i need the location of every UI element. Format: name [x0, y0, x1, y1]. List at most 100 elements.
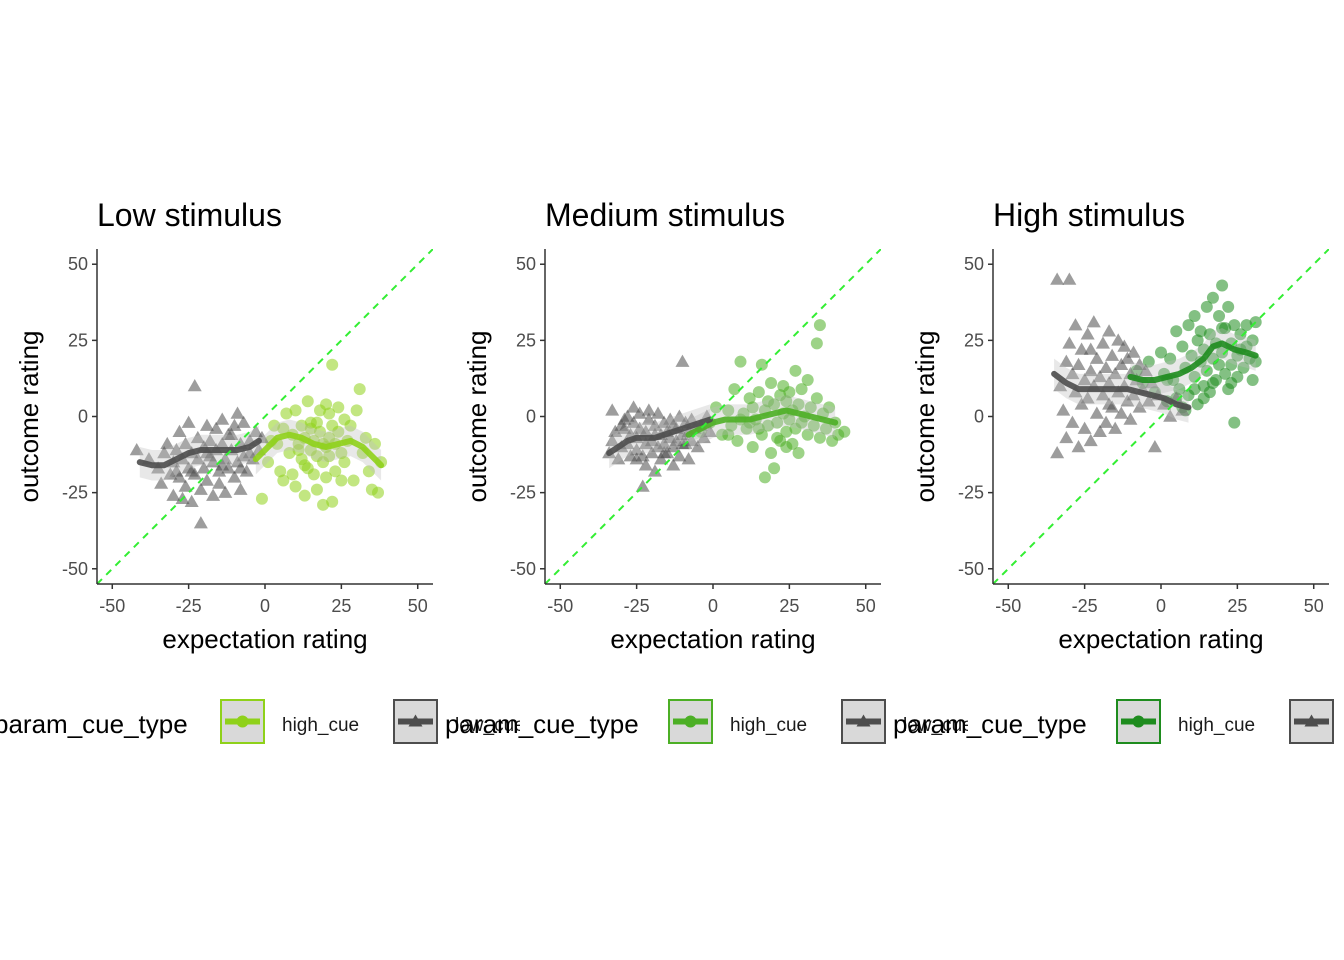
y-tick-label: 25 [964, 330, 984, 350]
data-point-high_cue [746, 401, 759, 414]
data-point-low_cue [233, 482, 248, 495]
data-point-high_cue [317, 498, 330, 511]
data-point-high_cue [1191, 334, 1204, 347]
data-point-high_cue [1155, 346, 1167, 359]
data-point-high_cue [1228, 319, 1241, 332]
data-point-high_cue [1246, 334, 1259, 347]
reference-line [993, 249, 1329, 584]
data-point-low_cue [1126, 388, 1141, 401]
data-point-high_cue [338, 456, 351, 469]
data-point-low_cue [672, 449, 687, 462]
data-point-low_cue [215, 412, 230, 425]
data-point-high_cue [1249, 355, 1262, 368]
legend-key-marker [236, 715, 249, 728]
legend-key-marker [408, 714, 423, 727]
panel-3: High stimulus -50 -25 0 25 50 -50 -25 0 25 50 expec… [893, 197, 1334, 744]
data-point-high_cue [335, 474, 348, 487]
panel-1: Low stimulus -50 -25 0 25 50 -50 -25 0 25 50 expect… [0, 197, 520, 744]
data-point-low_cue [1163, 409, 1178, 422]
data-point-high_cue [810, 392, 823, 405]
data-point-high_cue [1194, 325, 1207, 338]
plot-area [993, 249, 1329, 584]
data-point-low_cue [702, 424, 717, 437]
legend-title: param_cue_type [445, 709, 639, 739]
data-point-high_cue [1185, 349, 1198, 362]
data-point-low_cue [1050, 272, 1065, 285]
data-point-high_cue [350, 404, 363, 417]
data-point-high_cue [289, 480, 302, 493]
data-point-low_cue [1062, 272, 1077, 285]
data-point-low_cue [1117, 339, 1132, 352]
legend-key-marker [856, 714, 871, 727]
y-tick-label: -50 [62, 559, 88, 579]
y-axis-label: outcome rating [14, 331, 44, 503]
data-point-high_cue [1200, 300, 1213, 313]
data-point-low_cue [1050, 446, 1065, 459]
data-point-low_cue [1092, 424, 1107, 437]
data-point-low_cue [1071, 357, 1086, 370]
data-point-high_cue [765, 377, 778, 389]
data-point-high_cue [725, 419, 738, 432]
data-point-high_cue [323, 407, 336, 420]
x-tick-label: 25 [779, 596, 799, 616]
x-tick-label: 25 [331, 596, 351, 616]
data-point-low_cue [199, 473, 214, 486]
smooth-line-low_cue [1051, 370, 1192, 411]
panel-2: Medium stimulus -50 -25 0 25 50 -50 -25 0 25 50 exp… [445, 197, 968, 744]
data-point-low_cue [1099, 360, 1114, 374]
data-point-high_cue [353, 383, 366, 396]
x-tick-label: -25 [176, 596, 202, 616]
data-point-high_cue [1213, 310, 1226, 322]
data-point-low_cue [1123, 412, 1138, 425]
data-point-low_cue [629, 443, 644, 456]
data-point-high_cue [731, 434, 744, 447]
data-point-high_cue [801, 428, 814, 441]
data-point-low_cue [1083, 433, 1098, 447]
plot-area [97, 249, 433, 584]
data-point-low_cue [178, 436, 193, 450]
data-point-low_cue [1099, 415, 1114, 428]
data-point-low_cue [206, 488, 221, 501]
y-tick-label: 0 [526, 407, 536, 427]
data-point-low_cue [1092, 369, 1107, 383]
data-point-high_cue [326, 495, 339, 508]
data-point-high_cue [761, 419, 774, 432]
legend: param_cue_type high_cue low_cue [893, 699, 1334, 744]
y-tick-label: 50 [516, 254, 536, 274]
data-point-high_cue [310, 416, 323, 429]
smooth-line-low_cue [606, 416, 713, 457]
data-point-low_cue [684, 433, 699, 447]
data-point-high_cue [746, 440, 759, 453]
x-tick-label: -50 [995, 596, 1021, 616]
data-point-low_cue [1132, 357, 1147, 370]
smooth-line-high_cue [685, 407, 839, 438]
data-point-high_cue [1206, 377, 1219, 389]
data-point-low_cue [647, 464, 662, 477]
data-point-high_cue [795, 383, 808, 396]
data-point-high_cue [752, 422, 765, 435]
y-tick-label: 0 [78, 407, 88, 427]
data-point-low_cue [166, 488, 181, 501]
data-point-low_cue [203, 433, 218, 447]
data-point-high_cue [274, 465, 287, 478]
x-tick-label: 50 [408, 596, 428, 616]
data-point-high_cue [792, 398, 805, 411]
data-point-high_cue [320, 398, 333, 411]
data-point-low_cue [620, 409, 635, 422]
data-point-high_cue [292, 444, 305, 456]
data-point-low_cue [681, 452, 696, 465]
data-point-high_cue [722, 428, 735, 441]
data-point-low_cue [1111, 333, 1126, 346]
data-point-high_cue [1197, 392, 1210, 405]
data-point-high_cue [783, 413, 796, 426]
data-point-low_cue [614, 418, 629, 431]
data-point-low_cue [129, 443, 144, 456]
data-point-high_cue [277, 474, 290, 487]
data-point-high_cue [1203, 328, 1216, 341]
data-point-high_cue [710, 401, 723, 414]
data-point-low_cue [626, 400, 641, 413]
data-point-low_cue [242, 446, 257, 459]
data-point-high_cue [838, 425, 851, 438]
panel-title: High stimulus [993, 197, 1185, 233]
data-point-low_cue [1108, 366, 1123, 380]
